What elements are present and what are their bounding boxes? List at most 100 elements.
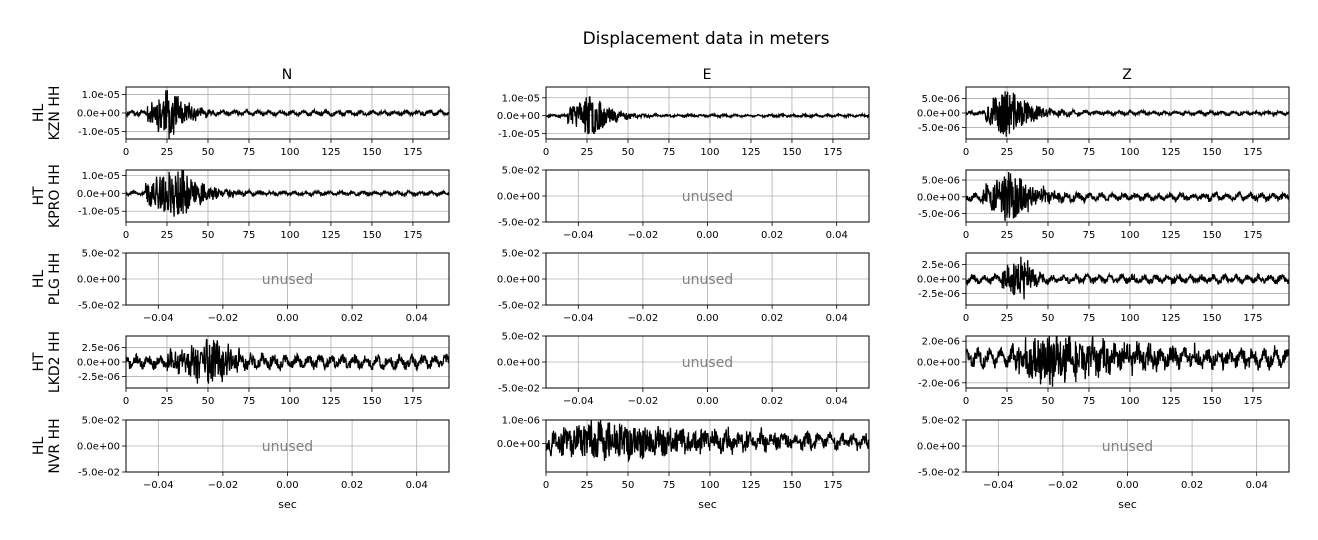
row-label-station: LKD2 HH xyxy=(47,331,63,393)
y-tick-label: 5.0e-02 xyxy=(82,249,120,260)
panel: 0 25 50 75 100 125 150 175 -5.0e-06 0.0e+00 5.0e-0… xyxy=(917,86,1290,158)
panel: unused −0.04 −0.02 0.00 0.02 0.04 -5.0e-02 0.0e… xyxy=(497,249,870,324)
x-tick-label: 0 xyxy=(963,230,969,241)
trace-line xyxy=(546,420,869,462)
x-tick-label: 150 xyxy=(1202,396,1221,407)
x-tick-label: 125 xyxy=(1161,313,1180,324)
x-tick-label: 50 xyxy=(1042,396,1055,407)
figure-title: Displacement data in meters xyxy=(583,29,830,49)
x-tick-label: 0.02 xyxy=(1181,480,1203,491)
x-tick-label: 175 xyxy=(823,480,842,491)
x-tick-label: 75 xyxy=(1083,396,1096,407)
panel: 0 25 50 75 100 125 150 175 -1.0e-05 0.0e+00 1.0e-0… xyxy=(497,86,870,158)
y-tick-label: -1.0e-05 xyxy=(78,127,120,138)
trace-line xyxy=(966,336,1289,387)
panel: 0 25 50 75 100 125 150 175 -1.0e-05 0.0e+00 1.0e-0… xyxy=(77,86,450,158)
x-tick-label: 0 xyxy=(123,147,129,158)
y-tick-label: 0.0e+00 xyxy=(497,439,540,450)
x-tick-label: 125 xyxy=(741,147,760,158)
x-tick-label: 25 xyxy=(161,147,174,158)
x-tick-label: −0.02 xyxy=(208,480,239,491)
x-tick-label: 75 xyxy=(243,230,256,241)
x-tick-label: −0.02 xyxy=(1048,480,1079,491)
x-tick-label: 0.02 xyxy=(341,480,363,491)
x-tick-label: 175 xyxy=(403,230,422,241)
trace-line xyxy=(546,96,869,135)
panel: unused −0.04 −0.02 0.00 0.02 0.04 -5.0e-02 0.0e… xyxy=(497,332,870,407)
y-tick-label: 0.0e+00 xyxy=(497,275,540,286)
panel: 0 25 50 75 100 125 150 175 -2.5e-06 0.0e+00 2.5e-0… xyxy=(917,252,1290,324)
y-tick-label: 0.0e+00 xyxy=(77,109,120,120)
x-tick-label: 0.04 xyxy=(1246,480,1268,491)
y-tick-label: 2.5e-06 xyxy=(82,343,120,354)
y-tick-label: 0.0e+00 xyxy=(77,442,120,453)
x-tick-label: −0.02 xyxy=(628,396,659,407)
x-tick-label: 0 xyxy=(123,230,129,241)
unused-label: unused xyxy=(682,189,733,205)
x-tick-label: −0.02 xyxy=(208,313,239,324)
x-tick-label: 100 xyxy=(1120,230,1139,241)
y-tick-label: -5.0e-02 xyxy=(498,301,540,312)
row-label-network: HT xyxy=(31,352,47,372)
x-tick-label: 25 xyxy=(161,230,174,241)
y-tick-label: 2.0e-06 xyxy=(922,337,960,348)
x-tick-label: 0.04 xyxy=(826,396,848,407)
x-tick-label: 75 xyxy=(243,147,256,158)
x-tick-label: 100 xyxy=(700,147,719,158)
x-tick-label: 150 xyxy=(782,147,801,158)
x-axis-label: sec xyxy=(698,498,717,511)
x-tick-label: 175 xyxy=(1243,147,1262,158)
x-tick-label: 100 xyxy=(1120,396,1139,407)
y-tick-label: 0.0e+00 xyxy=(497,358,540,369)
panel-frame xyxy=(545,86,870,140)
x-tick-label: 125 xyxy=(1161,396,1180,407)
y-tick-label: 5.0e-06 xyxy=(922,94,960,105)
y-tick-label: 0.0e+00 xyxy=(77,358,120,369)
panel-frame xyxy=(545,419,870,473)
y-tick-label: 1.0e-05 xyxy=(82,90,120,101)
panels-group: HL KZN HH0 25 50 75 100 125 150 175-1.0e-050.0e+… xyxy=(31,86,1290,511)
x-tick-label: 150 xyxy=(1202,313,1221,324)
y-tick-label: 5.0e-02 xyxy=(502,249,540,260)
x-tick-label: 75 xyxy=(1083,230,1096,241)
y-tick-label: 2.5e-06 xyxy=(922,260,960,271)
x-tick-label: 0 xyxy=(963,313,969,324)
unused-label: unused xyxy=(1102,439,1153,455)
y-tick-label: 1.0e-06 xyxy=(502,416,540,427)
x-tick-label: 150 xyxy=(362,230,381,241)
x-tick-label: 75 xyxy=(663,480,676,491)
trace-line xyxy=(966,91,1289,137)
row-label-network: HL xyxy=(31,104,47,123)
x-tick-label: 0.00 xyxy=(276,313,298,324)
x-tick-label: 0 xyxy=(963,396,969,407)
y-tick-label: -1.0e-05 xyxy=(498,129,540,140)
x-tick-label: 175 xyxy=(1243,313,1262,324)
x-tick-label: 0.00 xyxy=(276,480,298,491)
column-title-z: Z xyxy=(1122,67,1132,83)
column-title-e: E xyxy=(703,67,712,83)
x-tick-label: 0 xyxy=(543,147,549,158)
row-label-station: PLG HH xyxy=(47,253,63,306)
x-tick-label: 0.04 xyxy=(826,230,848,241)
x-tick-label: −0.04 xyxy=(563,230,594,241)
panel: 0 25 50 75 100 125 150 175 -2.5e-06 0.0e+00 2.5e-0… xyxy=(77,335,450,407)
x-tick-label: 25 xyxy=(1001,313,1014,324)
y-tick-label: 0.0e+00 xyxy=(917,192,960,203)
column-title-n: N xyxy=(282,67,292,83)
trace-line xyxy=(126,338,449,384)
trace-line xyxy=(126,170,449,217)
trace-line xyxy=(966,256,1289,300)
x-tick-label: 150 xyxy=(782,480,801,491)
y-tick-label: 0.0e+00 xyxy=(497,192,540,203)
panel: 0 25 50 75 100 125 150 175 0.0e+00 1.0e-06 sec xyxy=(497,416,870,511)
y-tick-label: 1.0e-05 xyxy=(82,171,120,182)
y-tick-label: 0.0e+00 xyxy=(77,275,120,286)
x-tick-label: 25 xyxy=(1001,230,1014,241)
x-tick-label: 0 xyxy=(963,147,969,158)
x-tick-label: 0.02 xyxy=(761,313,783,324)
x-tick-label: 75 xyxy=(1083,147,1096,158)
x-axis-label: sec xyxy=(1118,498,1137,511)
x-tick-label: 175 xyxy=(403,396,422,407)
y-tick-label: -5.0e-06 xyxy=(918,123,960,134)
